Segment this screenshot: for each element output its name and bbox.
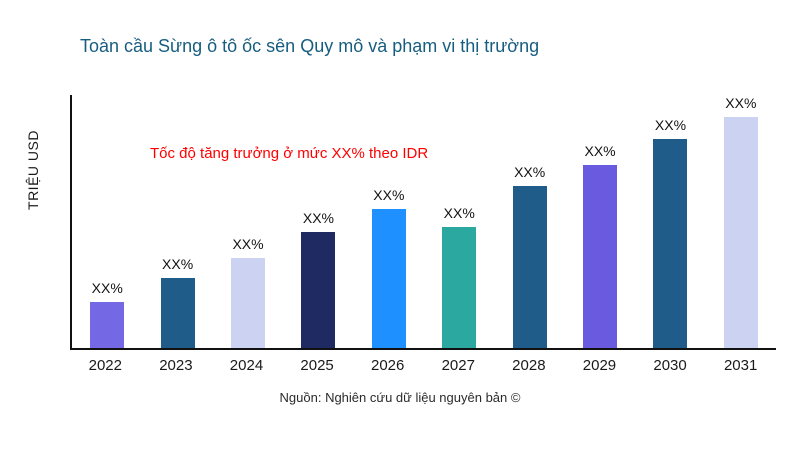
bar-value-label-2029: XX% <box>584 143 616 159</box>
bar-value-label-2028: XX% <box>514 164 546 180</box>
bar-value-label-2025: XX% <box>302 210 334 226</box>
bar-2026 <box>371 209 406 348</box>
x-tick-2024: 2024 <box>229 357 264 374</box>
x-tick-2026: 2026 <box>370 357 405 374</box>
bar-2023 <box>160 278 195 348</box>
bar-2031 <box>723 117 758 348</box>
bar-2030 <box>653 139 688 348</box>
bar-2029 <box>583 165 618 348</box>
chart-title: Toàn cầu Sừng ô tô ốc sên Quy mô và phạm… <box>80 36 540 56</box>
bar-2027 <box>442 227 477 348</box>
x-tick-2028: 2028 <box>512 357 546 374</box>
bar-column-2031: XX% <box>706 95 776 348</box>
x-tick-2023: 2023 <box>159 357 193 374</box>
bar-value-label-2031: XX% <box>725 95 757 111</box>
x-tick-2022: 2022 <box>88 357 122 374</box>
bar-2022 <box>90 302 125 348</box>
x-tick-2027: 2027 <box>441 357 475 374</box>
bar-column-2030: XX% <box>635 95 705 348</box>
bar-2028 <box>512 186 547 348</box>
plot-area: XX% XX% XX% XX% XX% XX% XX% XX% XX% XX% <box>70 95 776 350</box>
growth-rate-annotation: Tốc độ tăng trưởng ở mức XX% theo IDR <box>150 145 429 162</box>
bar-value-label-2023: XX% <box>162 256 194 272</box>
bar-column-2029: XX% <box>565 95 635 348</box>
bar-value-label-2024: XX% <box>232 236 264 252</box>
x-tick-2030: 2030 <box>653 357 687 374</box>
bar-value-label-2030: XX% <box>654 117 687 133</box>
bar-column-2023: XX% <box>142 95 212 348</box>
x-tick-2031: 2031 <box>723 357 758 374</box>
bar-column-2026: XX% <box>354 95 424 348</box>
bar-2024 <box>231 258 266 348</box>
y-axis-label: TRIỆU USD <box>25 130 41 210</box>
bar-column-2022: XX% <box>72 95 142 348</box>
bar-value-label-2027: XX% <box>443 205 475 221</box>
bar-column-2024: XX% <box>213 95 283 348</box>
bar-2025 <box>301 232 336 348</box>
bar-column-2025: XX% <box>283 95 353 348</box>
bar-value-label-2022: XX% <box>91 280 123 296</box>
bar-column-2028: XX% <box>494 95 564 348</box>
bar-value-label-2026: XX% <box>373 187 405 203</box>
source-note: Nguồn: Nghiên cứu dữ liệu nguyên bản © <box>279 390 521 405</box>
x-axis: 2022 2023 2024 2025 2026 2027 2028 2029 2030 2031 <box>70 357 776 374</box>
bar-column-2027: XX% <box>424 95 494 348</box>
x-tick-2025: 2025 <box>300 357 334 374</box>
x-tick-2029: 2029 <box>582 357 617 374</box>
